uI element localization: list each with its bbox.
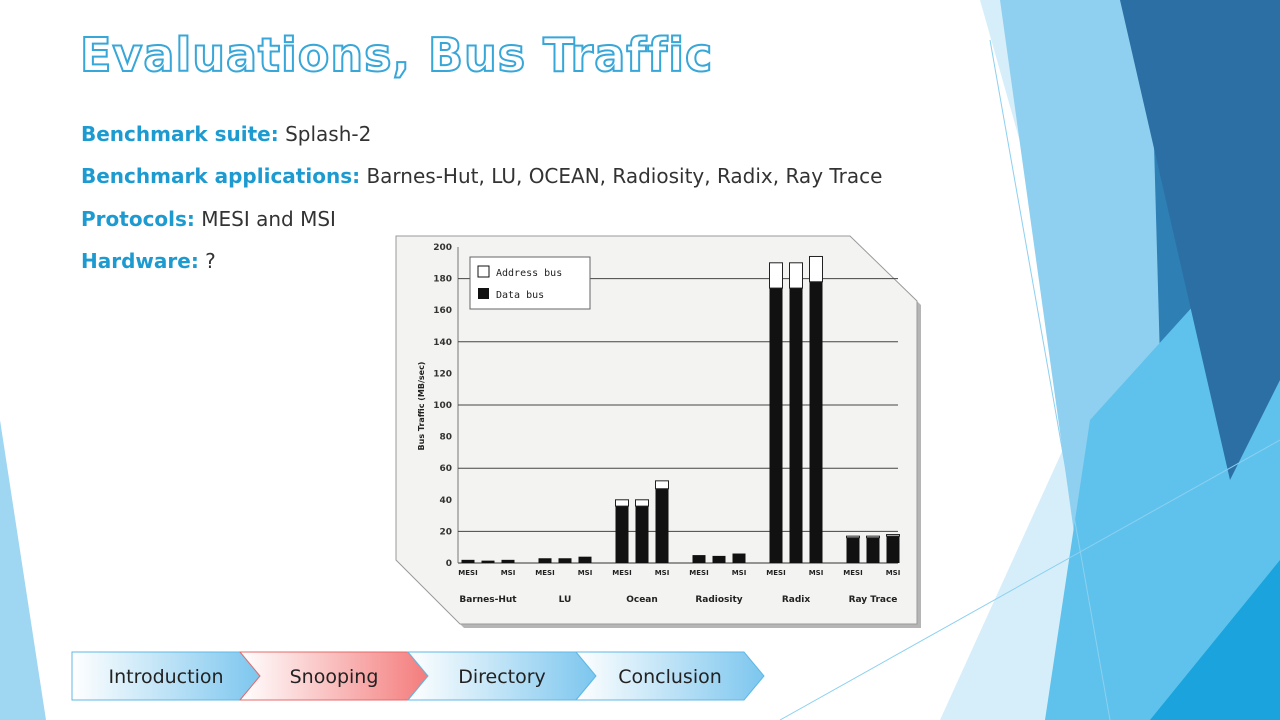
info-value: Barnes-Hut, LU, OCEAN, Radiosity, Radix,…	[366, 164, 883, 188]
bar-protocol-label: MSI	[501, 569, 516, 577]
y-tick-label: 120	[433, 369, 452, 379]
bar-data-segment	[732, 553, 746, 563]
page-title: Evaluations, Bus Traffic	[79, 27, 714, 83]
nav-step-introduction[interactable]: Introduction	[71, 651, 261, 701]
bar-protocol-label: MESI	[458, 569, 477, 577]
chart-legend: Address bus Data bus	[469, 256, 591, 310]
bar-address-segment	[789, 262, 803, 289]
bar-protocol-label: MSI	[578, 569, 593, 577]
info-value: ?	[205, 249, 216, 273]
bar-data-segment	[615, 506, 629, 563]
bar-data-segment	[692, 555, 706, 563]
bar-data-segment	[769, 288, 783, 563]
group-label: LU	[559, 595, 572, 605]
nav-step-label: Introduction	[108, 666, 223, 688]
bar-address-segment	[615, 499, 629, 507]
bar-address-segment	[769, 262, 783, 289]
bar-data-segment	[712, 555, 726, 563]
bar-data-segment	[866, 537, 880, 563]
info-key: Protocols:	[81, 207, 195, 231]
group-label: Radiosity	[695, 595, 742, 605]
bar-protocol-label: MSI	[732, 569, 747, 577]
bar-protocol-label: MESI	[843, 569, 862, 577]
group-label: Barnes-Hut	[459, 595, 517, 605]
legend-swatch-data	[478, 288, 489, 299]
info-key: Benchmark suite:	[81, 122, 279, 146]
right-bright-wedge	[1150, 560, 1280, 720]
info-value: Splash-2	[285, 122, 372, 146]
bar-protocol-label: MESI	[612, 569, 631, 577]
bar-data-segment	[886, 536, 900, 563]
bar-protocol-label: MSI	[655, 569, 670, 577]
y-tick-label: 0	[446, 559, 452, 569]
bar-address-segment	[846, 535, 860, 539]
bar-data-segment	[501, 559, 515, 563]
y-tick-label: 60	[439, 464, 452, 474]
nav-step-shape	[574, 651, 765, 701]
y-tick-label: 40	[439, 496, 452, 506]
bar-protocol-label: MESI	[535, 569, 554, 577]
thin-diagonal-line	[779, 439, 1280, 720]
nav-step-snooping[interactable]: Snooping	[238, 651, 429, 701]
info-key: Benchmark applications:	[81, 164, 361, 188]
thin-diagonal-line	[989, 39, 1111, 720]
bar-data-segment	[846, 537, 860, 563]
legend-box	[469, 256, 591, 310]
group-label: Ocean	[626, 595, 658, 605]
info-line-protocols: Protocols: MESI and MSI	[81, 207, 336, 231]
chart-card	[395, 235, 918, 625]
bar-data-segment	[635, 506, 649, 563]
bar-protocol-label: MSI	[886, 569, 901, 577]
nav-step-conclusion[interactable]: Conclusion	[574, 651, 765, 701]
y-tick-label: 140	[433, 338, 452, 348]
bar-protocol-label: MESI	[766, 569, 785, 577]
y-tick-label: 100	[433, 401, 452, 411]
bar-address-segment	[809, 255, 823, 283]
group-label: Radix	[782, 595, 811, 605]
info-key: Hardware:	[81, 249, 199, 273]
bar-data-segment	[558, 558, 572, 563]
bar-protocol-label: MESI	[689, 569, 708, 577]
legend-swatch-address	[477, 265, 490, 278]
bar-address-segment	[635, 499, 649, 507]
y-tick-label: 20	[439, 527, 452, 537]
nav-step-label: Conclusion	[618, 666, 722, 688]
bar-data-segment	[578, 556, 592, 563]
bar-data-segment	[538, 558, 552, 563]
bar-address-segment	[655, 480, 669, 490]
bar-protocol-label: MSI	[809, 569, 824, 577]
legend-label-address: Address bus	[496, 268, 562, 279]
bar-address-segment	[886, 534, 900, 537]
bar-data-segment	[809, 281, 823, 563]
y-axis-label: Bus Traffic (MB/sec)	[417, 362, 426, 451]
y-tick-label: 180	[433, 275, 452, 285]
info-line-suite: Benchmark suite: Splash-2	[81, 122, 371, 146]
bar-data-segment	[789, 288, 803, 563]
info-line-applications: Benchmark applications: Barnes-Hut, LU, …	[81, 164, 882, 188]
bar-address-segment	[866, 535, 880, 539]
info-value: MESI and MSI	[201, 207, 336, 231]
bar-data-segment	[481, 560, 495, 563]
nav-step-label: Directory	[458, 666, 546, 688]
group-label: Ray Trace	[849, 595, 898, 605]
y-tick-label: 160	[433, 306, 452, 316]
nav-step-directory[interactable]: Directory	[406, 651, 597, 701]
right-dark-wedge	[1120, 0, 1280, 480]
bar-data-segment	[655, 488, 669, 563]
bar-data-segment	[461, 559, 475, 563]
nav-step-label: Snooping	[290, 666, 379, 688]
y-tick-label: 200	[433, 243, 452, 253]
legend-label-data: Data bus	[496, 290, 544, 301]
info-line-hardware: Hardware: ?	[81, 249, 216, 273]
y-tick-label: 80	[439, 433, 452, 443]
left-stripe-shape	[0, 420, 46, 720]
